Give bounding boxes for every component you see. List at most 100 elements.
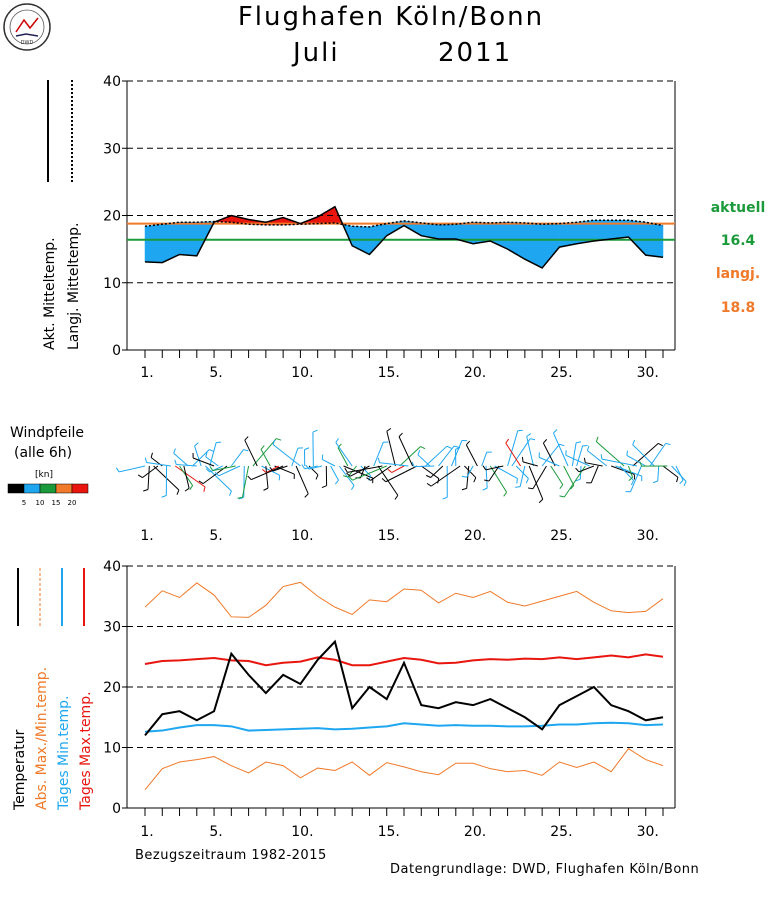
wind-arrow: [481, 451, 488, 467]
wind-arrow: [308, 465, 323, 470]
x-tick-label: 1.: [140, 365, 153, 381]
wind-scale-tick: 20: [68, 499, 77, 507]
x-tick-label: 30.: [637, 824, 659, 840]
wind-barb: [559, 484, 564, 489]
wind-arrow: [571, 442, 577, 467]
wind-barb: [209, 449, 215, 453]
wind-barb: [505, 438, 510, 444]
wind-barb: [411, 461, 415, 467]
wind-arrow: [230, 449, 244, 467]
wind-arrow: [260, 449, 271, 467]
wind-barb: [482, 465, 487, 471]
wind-barb: [465, 440, 471, 446]
wind-barb: [530, 438, 536, 441]
wind-arrow: [330, 465, 339, 481]
wind-arrow: [451, 440, 463, 467]
wind-arrow: [352, 465, 387, 481]
wind-arrow: [241, 465, 250, 498]
wind-arrow: [630, 465, 642, 492]
year-label: 2011: [438, 38, 513, 68]
wind-barb: [161, 495, 167, 498]
wind-barb: [229, 490, 232, 496]
deviation-area: [438, 223, 457, 240]
wind-barb: [304, 493, 309, 498]
langj-label: langj.: [715, 266, 761, 282]
x-tick-label: 15.: [378, 824, 400, 840]
wind-barb: [575, 467, 580, 473]
wind-barb: [381, 478, 387, 483]
wind-barb: [344, 467, 348, 473]
wind-arrow: [272, 465, 288, 472]
wind-barb: [461, 487, 467, 491]
wind-arrow: [601, 458, 638, 467]
wind-barb: [600, 454, 603, 460]
wind-barb: [386, 427, 392, 432]
wind-arrow: [488, 465, 500, 482]
wind-barb: [630, 480, 635, 486]
station-logo: DWD: [2, 2, 52, 52]
langj-legend-label: Langj. Mitteltemp.: [66, 223, 82, 350]
wind-barb: [503, 491, 508, 497]
wind-arrow: [538, 456, 560, 467]
wind-barb: [559, 443, 565, 447]
wind-barb: [312, 429, 318, 433]
wind-barb: [394, 495, 399, 500]
deviation-area: [144, 223, 163, 263]
wind-arrow: [511, 438, 531, 467]
chart-title: Flughafen Köln/Bonn: [0, 2, 782, 32]
wind-barb: [304, 447, 310, 451]
wind-barb: [632, 439, 636, 445]
wind-barb: [205, 468, 211, 473]
wind-barb: [417, 449, 421, 455]
wind-arrow: [176, 464, 197, 467]
wind-x-tick-label: 20.: [464, 528, 486, 544]
wind-arrow: [272, 444, 301, 467]
wind-arrow: [420, 465, 440, 479]
wind-barb: [334, 479, 339, 485]
wind-arrow: [373, 441, 384, 467]
wind-barb: [570, 485, 575, 490]
wind-arrow: [142, 465, 159, 479]
wind-barb: [351, 485, 355, 490]
wind-arrow: [563, 465, 575, 486]
wind-x-tick-label: 10.: [291, 528, 313, 544]
wind-arrow: [335, 442, 353, 467]
wind-arrow: [146, 462, 171, 467]
wind-barb: [315, 474, 319, 480]
wind-barb: [262, 468, 267, 474]
wind-scale: [kn] 5 10 15 20: [7, 470, 89, 507]
wind-barb: [377, 457, 381, 463]
x-tick-label: 30.: [637, 365, 659, 381]
wind-arrow: [526, 436, 534, 467]
wind-arrow: [466, 465, 470, 489]
wind-barb: [205, 451, 208, 458]
wind-arrow: [265, 465, 269, 489]
wind-arrow: [587, 450, 608, 467]
wind-x-tick-label: 1.: [140, 528, 153, 544]
wind-barb: [198, 480, 204, 485]
wind-arrow: [522, 461, 538, 467]
wind-arrow: [438, 445, 455, 467]
wind-arrow: [360, 465, 371, 477]
wind-barb: [115, 467, 120, 473]
wind-arrow: [385, 465, 418, 483]
wind-arrow: [626, 455, 646, 467]
wind-arrow: [519, 465, 526, 487]
wind-arrow: [541, 443, 560, 467]
y-tick-label: 40: [103, 559, 121, 575]
wind-barb: [583, 457, 586, 463]
wind-barb: [342, 475, 349, 478]
wind-arrow: [414, 465, 435, 468]
wind-barb: [676, 477, 679, 483]
wind-barb: [276, 438, 282, 441]
x-tick-label: 20.: [464, 365, 486, 381]
wind-barb: [321, 485, 327, 489]
wind-arrow: [398, 436, 414, 467]
wind-arrow: [174, 465, 206, 488]
wind-arrow: [466, 465, 474, 478]
tages-max-line: [144, 653, 664, 667]
deviation-area: [628, 219, 646, 256]
wind-barb: [658, 442, 663, 447]
wind-arrow: [118, 465, 146, 473]
wind-arrow: [295, 465, 309, 495]
